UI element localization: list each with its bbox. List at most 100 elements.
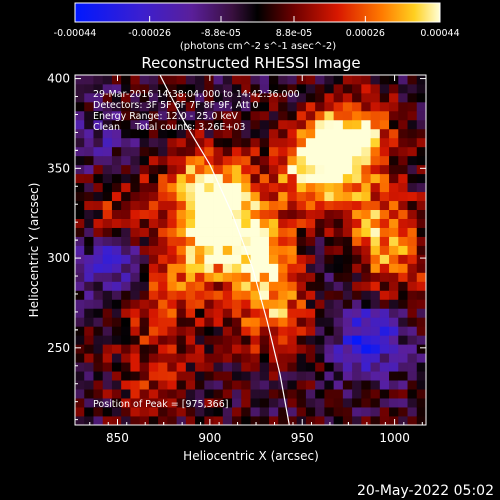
plot-frame bbox=[74, 74, 427, 426]
heatmap-cell bbox=[324, 335, 335, 345]
heatmap-cell bbox=[139, 290, 150, 300]
heatmap-cell bbox=[102, 353, 113, 363]
heatmap-cell bbox=[315, 326, 325, 336]
heatmap-cell bbox=[167, 218, 178, 228]
heatmap-cell bbox=[121, 209, 131, 219]
heatmap-cell bbox=[342, 75, 353, 85]
heatmap-cell bbox=[148, 146, 159, 157]
heatmap-cell bbox=[75, 272, 85, 282]
heatmap-cell bbox=[176, 362, 187, 372]
heatmap-cell bbox=[167, 416, 178, 425]
heatmap-cell bbox=[259, 236, 270, 246]
heatmap-cell bbox=[130, 191, 141, 202]
heatmap-cell bbox=[389, 371, 399, 381]
heatmap-cell bbox=[361, 83, 371, 94]
heatmap-cell bbox=[342, 299, 353, 309]
heatmap-cell bbox=[250, 137, 261, 148]
heatmap-cell bbox=[305, 308, 316, 318]
heatmap-cell bbox=[93, 281, 104, 291]
heatmap-cell bbox=[259, 128, 270, 139]
heatmap-cell bbox=[241, 272, 251, 282]
heatmap-cell bbox=[324, 326, 335, 336]
heatmap-cell bbox=[416, 281, 426, 291]
heatmap-cell bbox=[407, 209, 418, 219]
heatmap-cell bbox=[259, 254, 270, 264]
heatmap-cell bbox=[111, 218, 122, 228]
heatmap-cell bbox=[296, 164, 307, 175]
heatmap-cell bbox=[389, 407, 399, 417]
heatmap-cell bbox=[176, 281, 187, 291]
heatmap-cell bbox=[324, 299, 335, 309]
heatmap-cell bbox=[278, 128, 288, 139]
heatmap-cell bbox=[185, 335, 196, 345]
heatmap-cell bbox=[158, 137, 168, 148]
heatmap-cell bbox=[148, 200, 159, 211]
heatmap-cell bbox=[342, 371, 353, 381]
heatmap-cell bbox=[352, 290, 362, 300]
heatmap-cell bbox=[130, 272, 141, 282]
heatmap-cell bbox=[241, 380, 251, 390]
heatmap-cell bbox=[84, 344, 94, 354]
heatmap-cell bbox=[222, 218, 233, 228]
heatmap-cell bbox=[416, 290, 426, 300]
heatmap-cell bbox=[204, 344, 214, 354]
heatmap-cell bbox=[84, 119, 94, 130]
heatmap-cell bbox=[379, 200, 390, 211]
heatmap-cell bbox=[195, 290, 205, 300]
heatmap-cell bbox=[389, 281, 399, 291]
heatmap-cell bbox=[324, 362, 335, 372]
heatmap-cell bbox=[333, 218, 344, 228]
heatmap-cell bbox=[102, 290, 113, 300]
heatmap-cell bbox=[204, 389, 214, 399]
heatmap-cell bbox=[287, 335, 298, 345]
heatmap-cell bbox=[148, 236, 159, 246]
heatmap-cell bbox=[315, 200, 325, 211]
heatmap-cell bbox=[93, 344, 104, 354]
heatmap-cell bbox=[167, 344, 178, 354]
heatmap-cell bbox=[259, 335, 270, 345]
heatmap-cell bbox=[93, 173, 104, 184]
heatmap-cell bbox=[93, 362, 104, 372]
heatmap-cell bbox=[278, 191, 288, 202]
heatmap-cell bbox=[268, 254, 279, 264]
heatmap-cell bbox=[185, 119, 196, 130]
heatmap-cell bbox=[111, 335, 122, 345]
heatmap-cell bbox=[315, 389, 325, 399]
heatmap-cell bbox=[121, 299, 131, 309]
heatmap-cell bbox=[398, 83, 408, 94]
heatmap-cell bbox=[241, 209, 251, 219]
heatmap-cell bbox=[93, 182, 104, 193]
heatmap-cell bbox=[407, 236, 418, 246]
heatmap-cell bbox=[416, 182, 426, 193]
heatmap-cell bbox=[121, 290, 131, 300]
heatmap-cell bbox=[361, 128, 371, 139]
heatmap-cell bbox=[305, 389, 316, 399]
heatmap-cell bbox=[176, 83, 187, 94]
heatmap-cell bbox=[296, 218, 307, 228]
heatmap-cell bbox=[75, 119, 85, 130]
heatmap-cell bbox=[250, 353, 261, 363]
heatmap-cell bbox=[158, 200, 168, 211]
heatmap-cell bbox=[176, 416, 187, 425]
heatmap-cell bbox=[379, 281, 390, 291]
heatmap-cell bbox=[195, 83, 205, 94]
heatmap-cell bbox=[361, 218, 371, 228]
heatmap-cell bbox=[416, 137, 426, 148]
heatmap-cell bbox=[278, 317, 288, 327]
heatmap-cell bbox=[75, 353, 85, 363]
heatmap-cell bbox=[250, 389, 261, 399]
heatmap-cell bbox=[398, 200, 408, 211]
heatmap-cell bbox=[213, 92, 224, 103]
heatmap-cell bbox=[130, 83, 141, 94]
heatmap-cell bbox=[176, 218, 187, 228]
heatmap-cell bbox=[352, 353, 362, 363]
heatmap-cell bbox=[167, 83, 178, 94]
heatmap-cell bbox=[305, 407, 316, 417]
heatmap-cell bbox=[213, 128, 224, 139]
heatmap-cell bbox=[268, 173, 279, 184]
heatmap-cell bbox=[232, 83, 242, 94]
heatmap-cell bbox=[287, 398, 298, 408]
heatmap-cell bbox=[305, 254, 316, 264]
heatmap-cell bbox=[333, 362, 344, 372]
heatmap-cell bbox=[296, 200, 307, 211]
